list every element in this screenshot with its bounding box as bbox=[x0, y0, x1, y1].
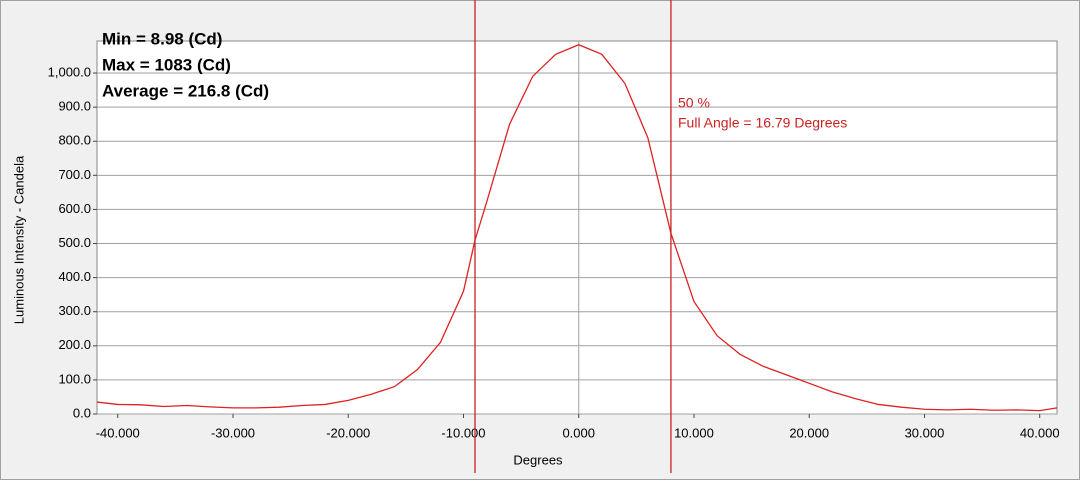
x-tick-label: 40.000 bbox=[1020, 425, 1060, 440]
y-tick-label: 900.0 bbox=[58, 99, 91, 114]
y-tick-label: 500.0 bbox=[58, 235, 91, 250]
annotation: Min = 8.98 (Cd) bbox=[102, 29, 222, 48]
x-tick-label: 20.000 bbox=[789, 425, 829, 440]
marker-label: Full Angle = 16.79 Degrees bbox=[678, 115, 847, 131]
plot-layer: 0.0 100.0 200.0 300.0 400.0 500.0 600.0 700.0 80… bbox=[48, 0, 1060, 473]
marker-label: 50 % bbox=[678, 95, 710, 111]
y-tick-label: 700.0 bbox=[58, 167, 91, 182]
x-axis-label: Degrees bbox=[513, 452, 563, 467]
annotation: Max = 1083 (Cd) bbox=[102, 55, 231, 74]
y-tick-label: 400.0 bbox=[58, 269, 91, 284]
y-tick-label: 1,000.0 bbox=[48, 64, 91, 79]
x-tick-label: -30.000 bbox=[211, 425, 255, 440]
y-tick-label: 300.0 bbox=[58, 303, 91, 318]
y-tick-label: 200.0 bbox=[58, 337, 91, 352]
y-tick-label: 800.0 bbox=[58, 133, 91, 148]
x-tick-label: -20.000 bbox=[326, 425, 370, 440]
y-axis-label: Luminous Intensity - Candela bbox=[11, 155, 26, 324]
x-tick-label: 0.000 bbox=[562, 425, 595, 440]
y-tick-label: 0.0 bbox=[73, 405, 91, 420]
data-line bbox=[96, 44, 1058, 412]
annotation: Average = 216.8 (Cd) bbox=[102, 81, 269, 100]
x-tick-label: -10.000 bbox=[441, 425, 485, 440]
y-tick-label: 100.0 bbox=[58, 371, 91, 386]
x-tick-label: 10.000 bbox=[674, 425, 714, 440]
x-tick-label: 30.000 bbox=[905, 425, 945, 440]
y-tick-label: 600.0 bbox=[58, 201, 91, 216]
x-tick-label: -40.000 bbox=[96, 425, 140, 440]
plot-area bbox=[96, 40, 1058, 415]
